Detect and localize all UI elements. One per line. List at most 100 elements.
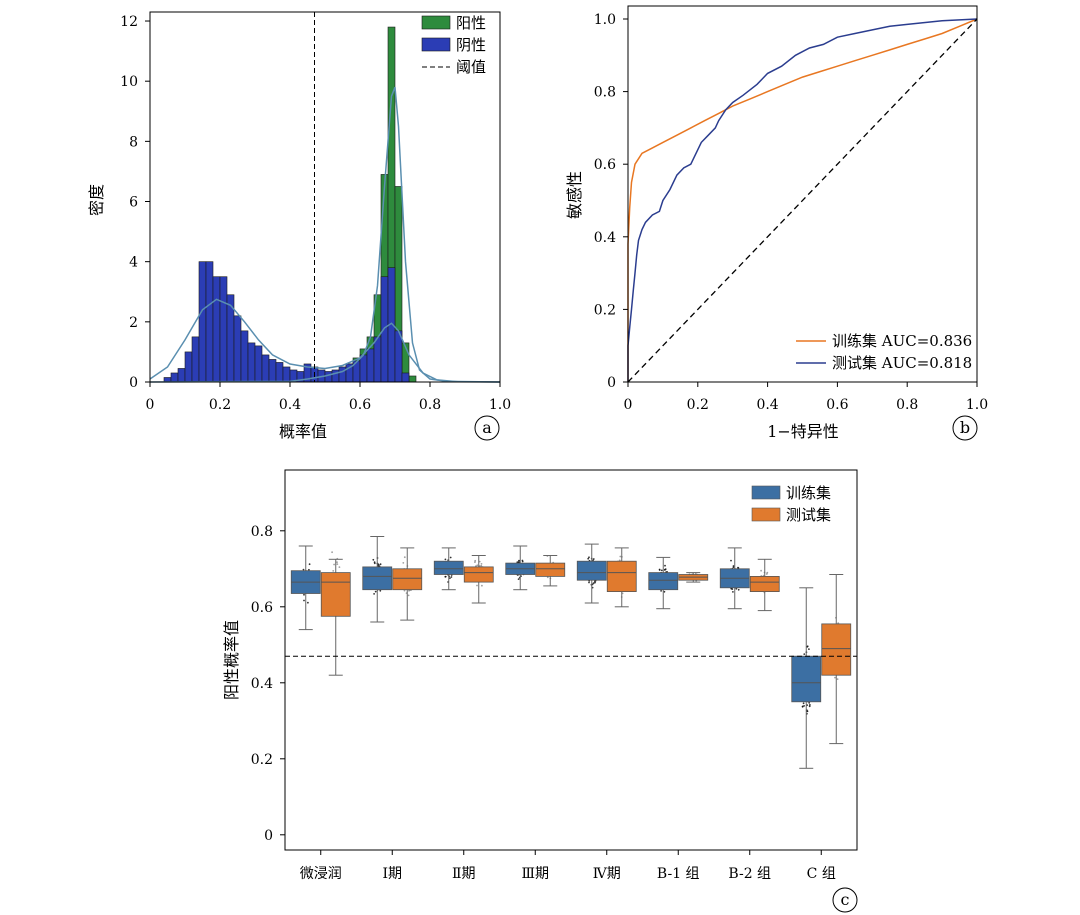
y-axis-label: 敏感性 xyxy=(565,171,584,219)
y-tick-label: 2 xyxy=(129,315,138,331)
data-point xyxy=(480,564,483,567)
data-point xyxy=(374,590,377,593)
y-axis-label: 密度 xyxy=(87,184,106,216)
data-point xyxy=(379,589,382,592)
negative-bar xyxy=(247,342,256,383)
x-tick-label: 0 xyxy=(146,397,155,413)
data-point xyxy=(834,676,836,679)
data-point xyxy=(517,578,520,580)
data-point xyxy=(379,563,382,566)
data-point xyxy=(588,581,590,584)
data-point xyxy=(619,555,622,558)
negative-bar xyxy=(373,336,382,383)
x-tick-label: 微浸润 xyxy=(300,866,342,882)
negative-bar xyxy=(240,330,249,383)
data-point xyxy=(302,568,305,571)
negative-bar xyxy=(324,371,333,383)
data-point xyxy=(336,563,339,565)
legend-label: 阴性 xyxy=(456,36,486,54)
box xyxy=(749,576,780,593)
data-point xyxy=(308,568,310,571)
data-point xyxy=(732,591,734,593)
data-point xyxy=(403,589,406,592)
negative-bar xyxy=(338,366,347,383)
data-point xyxy=(587,557,590,560)
data-point xyxy=(303,599,305,602)
y-tick-label: 0.8 xyxy=(251,524,273,540)
plot-frame xyxy=(149,11,501,383)
negative-bar xyxy=(268,359,277,383)
panel-label-a: a xyxy=(482,418,492,437)
data-point xyxy=(803,705,805,707)
box xyxy=(463,566,494,583)
panel-c-boxplot: 0 0.2 0.4 0.6 0.8 微浸润 Ⅰ期 Ⅱ期 Ⅲ期 Ⅳ期 B-1 组 B-2 组 C 组 阳性概… xyxy=(222,469,858,913)
data-point xyxy=(480,563,483,565)
data-point xyxy=(303,593,305,596)
box xyxy=(535,562,566,577)
panel-label-c: c xyxy=(841,890,850,909)
panel-label-c-circle xyxy=(832,887,858,913)
negative-bar xyxy=(380,276,389,383)
data-point xyxy=(658,568,661,571)
data-point xyxy=(660,590,662,592)
data-point xyxy=(338,566,341,568)
negative-bar xyxy=(212,276,221,383)
legend-label: 测试集 xyxy=(786,506,831,524)
legend-swatch xyxy=(421,37,451,52)
plot-frame xyxy=(284,469,858,851)
negative-bar xyxy=(254,345,263,383)
panel-label-b-circle xyxy=(952,415,978,441)
negative-bar xyxy=(184,351,193,383)
data-point xyxy=(331,551,333,554)
data-point xyxy=(808,648,810,650)
box xyxy=(821,623,852,676)
data-point xyxy=(735,587,738,590)
y-tick-label: 4 xyxy=(129,255,138,271)
data-point xyxy=(450,576,453,578)
y-tick-label: 0.6 xyxy=(594,157,616,173)
data-point xyxy=(407,594,410,597)
data-point xyxy=(836,678,839,680)
negative-bar xyxy=(359,354,368,383)
y-tick-label: 0.4 xyxy=(251,676,273,692)
chance-diagonal xyxy=(627,18,978,383)
y-tick-label: 8 xyxy=(129,134,138,150)
negative-bar xyxy=(401,372,410,383)
data-point xyxy=(308,563,311,566)
y-tick-label: 10 xyxy=(120,74,138,90)
x-axis-label: 1−特异性 xyxy=(767,422,839,441)
data-point xyxy=(663,569,666,571)
x-axis-label: 概率值 xyxy=(279,422,327,441)
legend-label: 测试集 AUC=0.818 xyxy=(832,354,972,372)
y-axis-label: 阳性概率值 xyxy=(222,620,241,700)
data-point xyxy=(402,562,405,564)
box xyxy=(433,560,464,575)
box xyxy=(392,568,423,591)
legend-label: 阈值 xyxy=(456,58,486,76)
x-tick-label: 0.4 xyxy=(279,397,301,413)
negative-bar xyxy=(282,366,291,383)
box xyxy=(606,560,637,593)
x-tick-label: Ⅳ期 xyxy=(593,866,621,882)
data-point xyxy=(403,556,406,559)
panel-label-a-circle xyxy=(474,415,500,441)
data-point xyxy=(808,705,811,708)
y-tick-label: 6 xyxy=(129,195,138,211)
legend-label: 阳性 xyxy=(456,14,486,32)
x-tick-label: 0.8 xyxy=(419,397,441,413)
x-tick-label: C 组 xyxy=(807,866,836,882)
data-point xyxy=(730,559,732,562)
y-tick-label: 0.2 xyxy=(594,302,616,318)
panel-label-b: b xyxy=(960,418,970,437)
y-tick-label: 0 xyxy=(264,828,273,844)
x-tick-label: 1.0 xyxy=(489,397,511,413)
box xyxy=(362,566,393,591)
data-point xyxy=(521,559,524,562)
data-point xyxy=(803,653,806,655)
negative-bar xyxy=(219,276,228,383)
data-point xyxy=(737,566,739,569)
negative-bar xyxy=(394,330,403,383)
data-point xyxy=(592,559,594,562)
data-point xyxy=(732,565,735,567)
